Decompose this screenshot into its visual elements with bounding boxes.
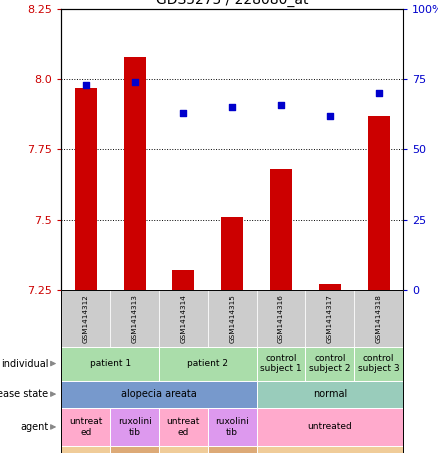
- Point: [277, 101, 284, 108]
- Bar: [367, 116, 389, 290]
- Text: ruxolini
tib: ruxolini tib: [118, 417, 152, 437]
- Text: GSM1414318: GSM1414318: [375, 294, 381, 342]
- Text: untreated: untreated: [307, 423, 352, 431]
- Bar: [270, 169, 292, 290]
- Text: patient 2: patient 2: [187, 359, 228, 368]
- Text: ruxolini
tib: ruxolini tib: [215, 417, 249, 437]
- Bar: [75, 88, 97, 290]
- Bar: [124, 57, 145, 290]
- Text: disease state: disease state: [0, 389, 48, 399]
- Point: [180, 109, 187, 116]
- Text: patient 1: patient 1: [89, 359, 131, 368]
- Text: normal: normal: [313, 389, 347, 399]
- Bar: [319, 284, 341, 290]
- Text: GSM1414316: GSM1414316: [278, 294, 284, 342]
- Text: individual: individual: [1, 358, 48, 369]
- Point: [326, 112, 333, 120]
- Text: GSM1414315: GSM1414315: [229, 294, 235, 342]
- Point: [131, 78, 138, 86]
- Point: [375, 90, 382, 97]
- Text: GSM1414313: GSM1414313: [131, 294, 138, 342]
- Text: untreat
ed: untreat ed: [69, 417, 102, 437]
- Text: untreat
ed: untreat ed: [166, 417, 200, 437]
- Bar: [173, 270, 194, 290]
- Text: alopecia areata: alopecia areata: [121, 389, 197, 399]
- Text: control
subject 2: control subject 2: [309, 354, 350, 373]
- Title: GDS5275 / 228080_at: GDS5275 / 228080_at: [156, 0, 308, 7]
- Text: GSM1414317: GSM1414317: [327, 294, 333, 342]
- Text: control
subject 3: control subject 3: [358, 354, 399, 373]
- Text: GSM1414312: GSM1414312: [83, 294, 89, 342]
- Text: agent: agent: [20, 422, 48, 432]
- Point: [229, 104, 236, 111]
- Text: GSM1414314: GSM1414314: [180, 294, 186, 342]
- Bar: [221, 217, 243, 290]
- Point: [82, 81, 89, 88]
- Text: control
subject 1: control subject 1: [260, 354, 302, 373]
